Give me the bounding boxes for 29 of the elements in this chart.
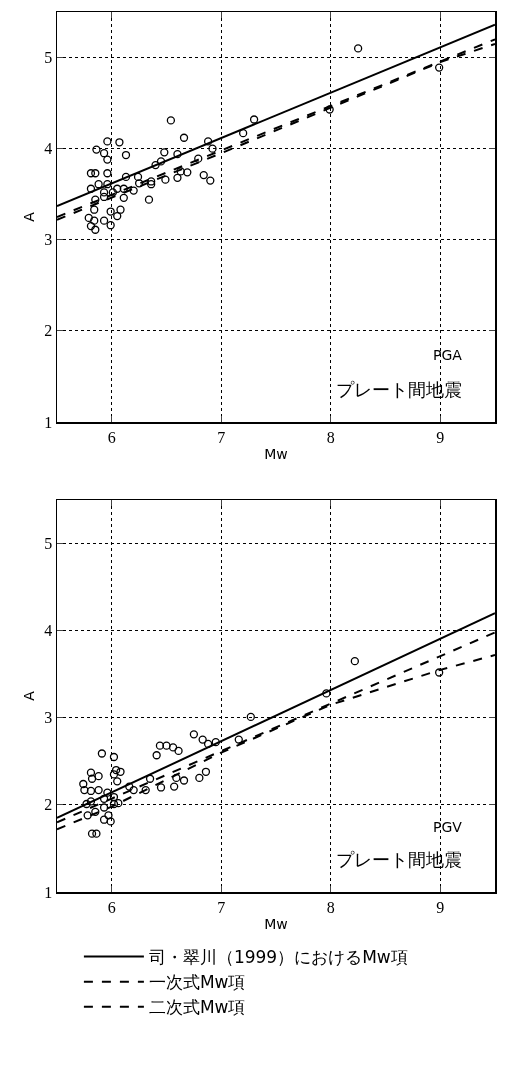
y-tick-label: 4 <box>44 140 53 158</box>
y-tick-label: 1 <box>44 883 53 901</box>
legend-label: 一次式Mw項 <box>148 972 246 993</box>
legend-label: 二次式Mw項 <box>148 997 246 1018</box>
y-tick-label: 1 <box>44 413 53 431</box>
y-tick-label: 3 <box>44 709 53 727</box>
x-tick-label: 8 <box>326 428 335 446</box>
x-tick-label: 8 <box>326 898 335 916</box>
x-tick-label: 7 <box>217 898 226 916</box>
x-tick-label: 6 <box>107 428 116 446</box>
y-tick-label: 2 <box>44 322 53 340</box>
x-tick-label: 9 <box>436 428 445 446</box>
annotation: PGV <box>433 819 463 835</box>
x-tick-label: 6 <box>107 898 116 916</box>
x-axis-title: Mw <box>264 445 288 462</box>
annotation: プレート間地震 <box>336 849 462 870</box>
annotation: PGA <box>433 347 463 363</box>
y-tick-label: 5 <box>44 49 53 67</box>
y-tick-label: 5 <box>44 535 53 553</box>
y-axis-title: A <box>21 690 38 701</box>
x-tick-label: 7 <box>217 428 226 446</box>
y-tick-label: 2 <box>44 796 53 814</box>
y-axis-title: A <box>21 211 38 222</box>
annotation: プレート間地震 <box>336 379 462 400</box>
x-tick-label: 9 <box>436 898 445 916</box>
legend-label: 司・翠川（1999）におけるMw項 <box>148 947 408 968</box>
y-tick-label: 3 <box>44 231 53 249</box>
x-axis-title: Mw <box>264 915 288 932</box>
y-tick-label: 4 <box>44 622 53 640</box>
